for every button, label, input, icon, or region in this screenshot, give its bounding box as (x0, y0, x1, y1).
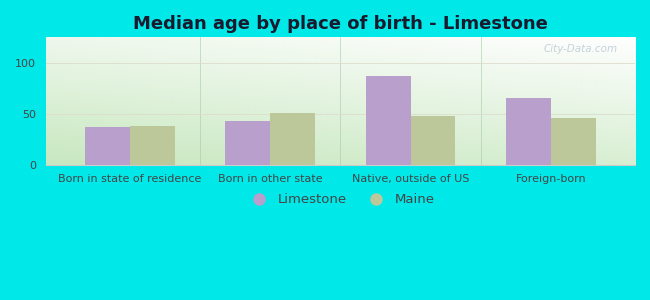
Bar (130, 126, 175, 165)
Bar (226, 121, 270, 165)
Bar (85, 127, 130, 165)
Bar (551, 118, 595, 165)
Legend: Limestone, Maine: Limestone, Maine (241, 188, 440, 212)
Bar (270, 113, 315, 165)
Text: City-Data.com: City-Data.com (543, 44, 618, 54)
Bar (411, 116, 456, 165)
Title: Median age by place of birth - Limestone: Median age by place of birth - Limestone (133, 15, 548, 33)
Bar (506, 98, 551, 165)
Bar (365, 76, 411, 165)
